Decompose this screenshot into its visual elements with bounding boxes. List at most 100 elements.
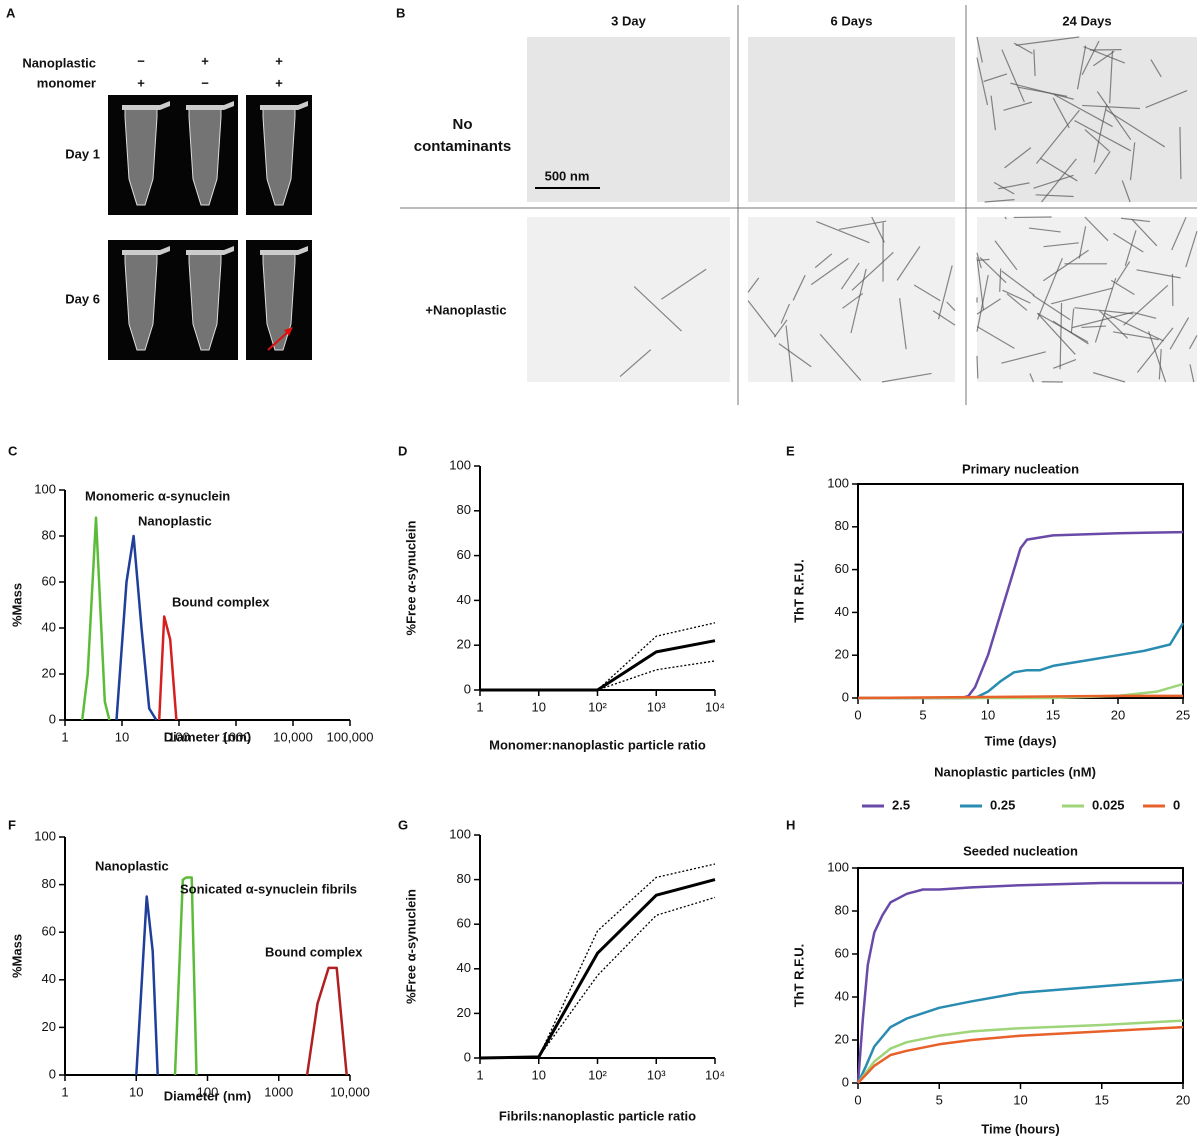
x-axis-label: Diameter (nm) [164,729,251,744]
fibril [1115,261,1131,283]
series-line [856,978,1184,1084]
fibril [773,319,788,338]
fibril [1036,257,1063,320]
arrow-head [284,327,293,336]
x-tick-label: 10³ [647,1067,666,1082]
panel-label: D [398,443,407,458]
fibril [1083,46,1126,64]
micrograph [527,217,730,382]
fibril [976,57,989,106]
x-tick-label: 25 [1176,707,1190,722]
fibril [1171,217,1187,251]
panel-label: C [8,443,18,458]
fibril [984,199,1015,203]
x-tick-label: 15 [1095,1092,1109,1107]
fibril [1074,307,1134,315]
y-tick-label: 80 [457,871,471,886]
fibril [1078,226,1087,259]
arrow [267,329,291,351]
sign: + [275,75,283,90]
y-tick-label: 0 [464,681,471,696]
fibril [1094,150,1111,175]
y-tick-label: 100 [449,826,471,841]
row-header: Nanoplastic [22,55,96,70]
series-line [157,615,178,721]
fibril [1028,227,1061,233]
x-axis-label: Monomer:nanoplastic particle ratio [489,737,706,752]
y-tick-label: 60 [835,945,849,960]
fibril [999,268,1002,292]
fibril [1150,59,1162,78]
fibril [747,300,777,337]
fibril [1120,217,1150,223]
y-axis-label: %Free α-synuclein [403,520,418,635]
fibril [1004,147,1032,169]
x-tick-label: 20 [1111,707,1125,722]
series-line [856,881,1183,1084]
series-line [857,1019,1184,1084]
x-tick-label: 1 [61,729,68,744]
x-tick-label: 100 [197,1084,219,1099]
x-tick-label: 10 [1013,1092,1027,1107]
x-tick-label: 10 [532,1067,546,1082]
fibril [896,246,921,281]
tube [262,108,296,206]
y-axis-label: %Mass [9,583,24,627]
fibril [1043,242,1079,248]
x-axis-label: Diameter (nm) [164,1088,251,1103]
column-header: 24 Days [1062,13,1111,28]
fibril [814,253,833,269]
annotation: Sonicated α-synuclein fibrils [180,881,357,896]
tube [262,253,296,351]
y-tick-label: 40 [457,960,471,975]
tube [188,108,222,206]
y-tick-label: 0 [842,1074,849,1089]
y-tick-label: 0 [842,689,849,704]
x-tick-label: 10 [129,1084,143,1099]
fibril [1041,158,1077,203]
fibril [1189,364,1195,383]
y-tick-label: 0 [49,711,56,726]
x-tick-label: 100 [168,729,190,744]
panel-label: G [398,817,408,832]
fibril [1082,104,1140,110]
fibril [913,284,941,302]
fibril [1158,349,1162,380]
tube-cap [122,246,170,255]
fibril [1042,249,1089,282]
y-tick-label: 40 [835,988,849,1003]
y-tick-label: 20 [835,647,849,662]
panel-label: H [786,817,795,832]
y-tick-label: 60 [42,924,56,939]
x-tick-label: 10² [588,699,607,714]
x-tick-label: 10,000 [330,1084,370,1099]
y-tick-label: 0 [464,1049,471,1064]
fibril [976,326,1015,349]
fibril [816,220,870,244]
x-tick-label: 5 [919,707,926,722]
x-tick-label: 10⁴ [705,1067,725,1082]
annotation: Monomeric α-synuclein [85,488,230,503]
fibril [1123,284,1169,326]
fibril [1179,126,1182,179]
fibril [899,298,907,350]
y-tick-label: 100 [827,475,849,490]
fibril [1081,40,1100,76]
fibril [1081,325,1107,329]
fibril [881,372,932,383]
x-axis-label: Fibrils:nanoplastic particle ratio [499,1108,696,1123]
tube [124,253,158,351]
legend-label: 2.5 [892,797,910,812]
y-tick-label: 80 [42,527,56,542]
fibril [1029,373,1035,383]
annotation: Bound complex [265,944,363,959]
x-tick-label: 10,000 [273,729,313,744]
y-tick-label: 40 [42,619,56,634]
row-label: No contaminants [413,116,512,155]
annotation: Bound complex [172,594,270,609]
fibril [1121,180,1131,203]
y-tick-label: 100 [34,481,56,496]
fibril [1112,232,1144,253]
